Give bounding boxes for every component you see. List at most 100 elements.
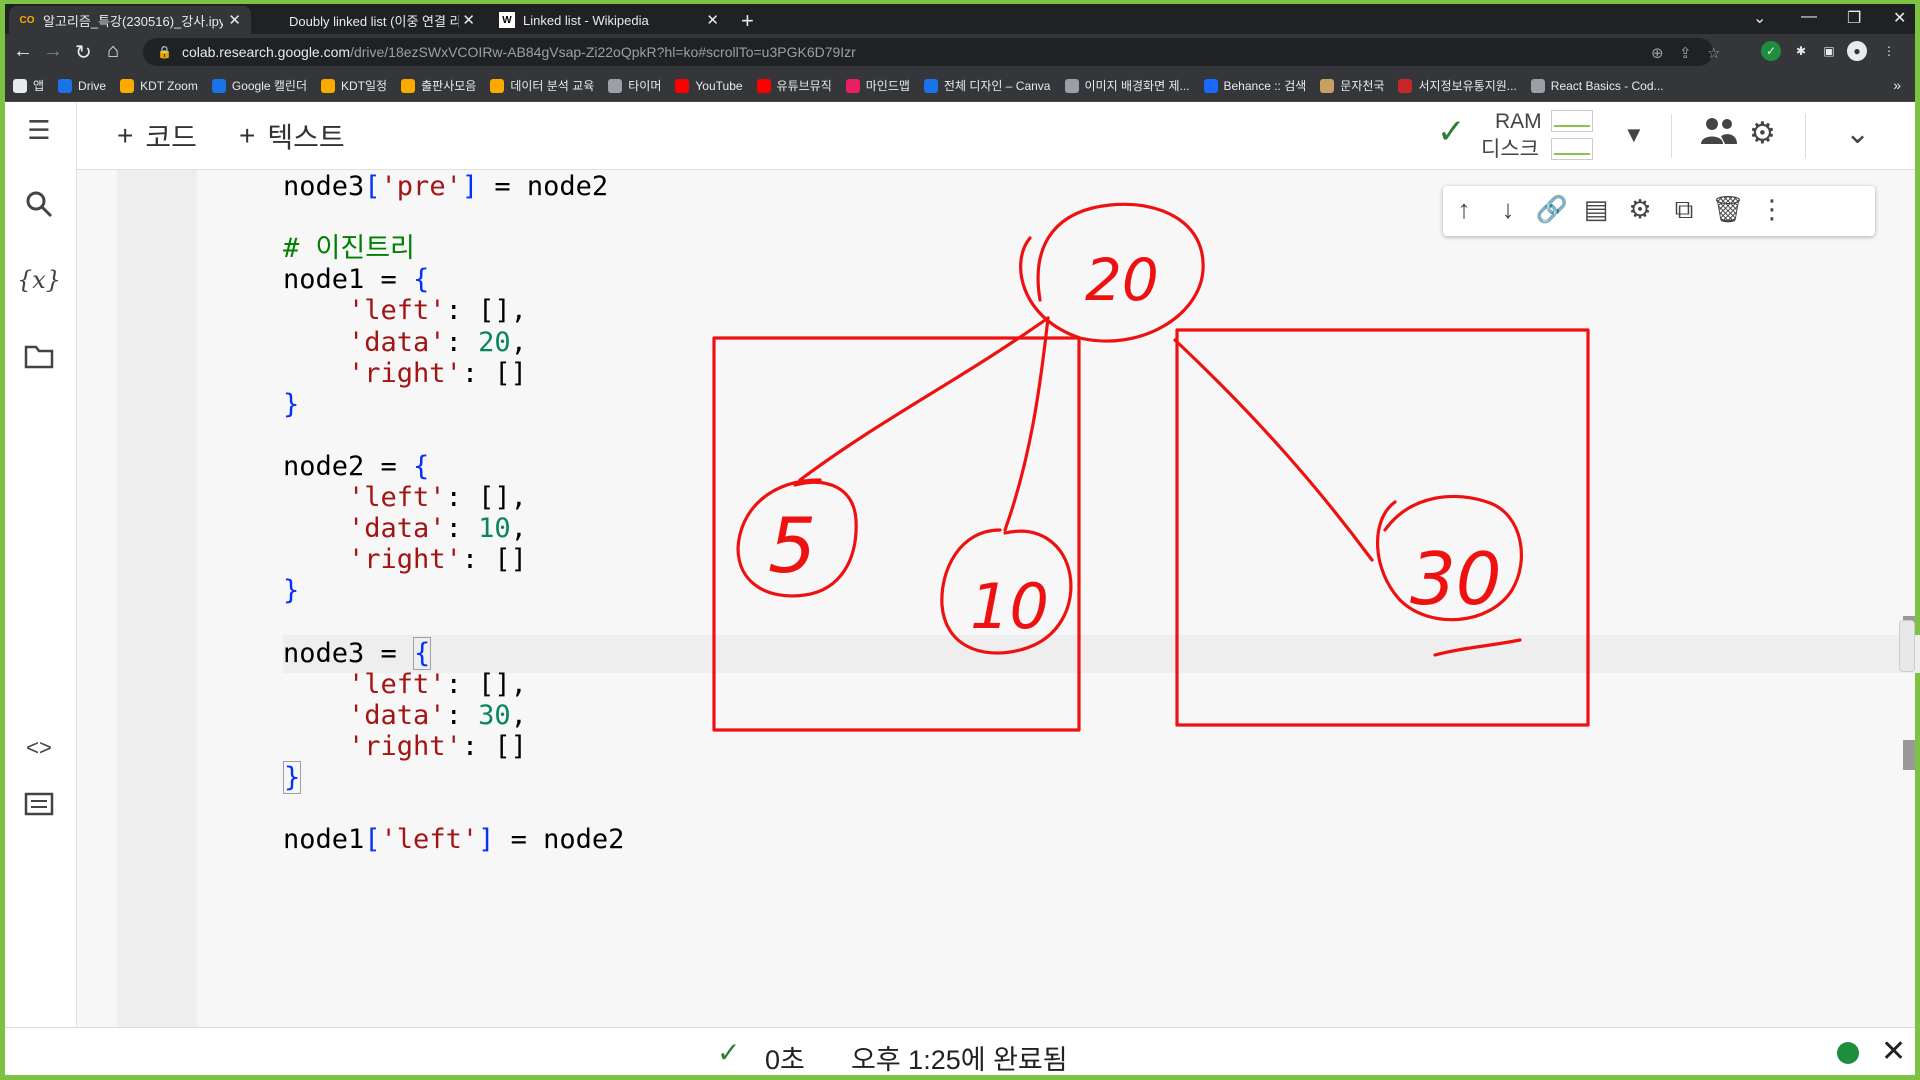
bookmark-item[interactable]: Drive (58, 78, 106, 93)
code-token: , (510, 513, 527, 545)
code-token: 'data' (348, 513, 446, 545)
divider (1671, 114, 1672, 158)
resource-dropdown-icon[interactable]: ▼ (1623, 122, 1645, 147)
code-token: : (445, 699, 479, 731)
bookmark-label: React Basics - Cod... (1550, 78, 1664, 93)
back-icon[interactable]: ← (13, 40, 33, 62)
bookmark-item[interactable]: 유튜브뮤직 (756, 77, 832, 94)
tab-search-icon[interactable]: ⌄ (1753, 10, 1767, 27)
bookmark-item[interactable]: YouTube (675, 78, 743, 93)
sidepanel-icon[interactable]: ▣ (1823, 44, 1835, 58)
move-up-icon[interactable]: ↑ (1457, 194, 1471, 224)
bookmark-item[interactable]: Behance :: 검색 (1203, 77, 1306, 94)
bookmark-star-icon[interactable]: ☆ (1707, 45, 1721, 62)
url-input[interactable]: 🔒 colab.research.google.com /drive/18ezS… (143, 38, 1720, 66)
forward-icon[interactable]: → (43, 40, 63, 62)
ram-bar (1551, 110, 1593, 132)
bookmark-icon (1203, 78, 1218, 93)
bookmark-label: 출판사모음 (421, 79, 477, 93)
code-line: node1['left'] = node2 (283, 821, 624, 859)
add-code-button[interactable]: + 코드 (117, 116, 197, 156)
bookmark-item[interactable]: 마인드맵 (845, 77, 910, 94)
cell-settings-icon[interactable]: ⚙ (1628, 194, 1652, 224)
bookmarks-bar: 앱 Drive KDT Zoom Google 캘린더 KDT일정 출판사모음 데이터 분석… (5, 70, 1915, 102)
bookmark-item[interactable]: Google 캘린더 (211, 77, 307, 94)
code-token: 'right' (348, 357, 462, 389)
shield-extension-icon[interactable]: ✓ (1761, 41, 1781, 61)
code-snippets-icon[interactable]: <> (26, 735, 52, 760)
delete-icon[interactable]: 🗑 (1711, 194, 1745, 224)
cell-gutter (117, 170, 197, 1027)
status-bar: ✓ 0초 오후 1:25에 완료됨 ✕ (5, 1027, 1915, 1075)
tab-wikipedia[interactable]: W Linked list - Wikipedia ✕ (489, 6, 729, 34)
terminal-icon[interactable] (21, 786, 57, 822)
bookmark-item[interactable]: 서지정보유통지원... (1398, 77, 1517, 94)
bookmark-item[interactable]: React Basics - Cod... (1530, 78, 1664, 93)
tab-doubly-linked-list[interactable]: Doubly linked list (이중 연결 리 ✕ (255, 6, 485, 34)
folder-icon[interactable] (21, 338, 57, 374)
browser-tab-bar: CO 알고리즘_특강(230516)_강사.ipy ✕ Doubly linke… (5, 4, 1915, 34)
divider (1805, 114, 1806, 158)
mirror-cell-icon[interactable]: ⧉ (1674, 194, 1694, 224)
bookmark-item[interactable]: 문자천국 (1320, 77, 1384, 94)
bookmark-item[interactable]: KDT Zoom (120, 78, 198, 93)
link-icon[interactable]: 🔗 (1535, 194, 1569, 224)
scrollbar-thumb[interactable] (1899, 620, 1915, 672)
close-icon[interactable]: ✕ (706, 12, 719, 29)
variables-icon[interactable]: {x} (16, 266, 62, 294)
reload-icon[interactable]: ↻ (75, 42, 92, 64)
bookmarks-more-icon[interactable]: » (1893, 77, 1901, 93)
close-status-icon[interactable]: ✕ (1881, 1035, 1907, 1068)
restore-icon[interactable]: ❐ (1847, 10, 1862, 27)
tab-colab[interactable]: CO 알고리즘_특강(230516)_강사.ipy ✕ (9, 6, 251, 34)
share-icon[interactable]: ⇪ (1679, 45, 1692, 62)
code-token: 'data' (348, 326, 446, 358)
bookmark-item[interactable]: 데이터 분석 교육 (490, 77, 594, 94)
bookmark-item[interactable]: 전체 디자인 – Canva (923, 77, 1051, 94)
move-down-icon[interactable]: ↓ (1501, 194, 1515, 224)
close-icon[interactable]: ✕ (462, 12, 475, 29)
bookmark-item[interactable]: 이미지 배경화면 제... (1064, 77, 1190, 94)
add-text-button[interactable]: + 텍스트 (239, 116, 345, 156)
menu-kebab-icon[interactable]: ⋮ (1883, 44, 1895, 58)
code-cell[interactable]: node3['pre'] = node2 # 이진트리 node1 = { 'lef… (77, 168, 1920, 1027)
code-token: 10 (478, 513, 511, 545)
zoom-icon[interactable]: ⊕ (1651, 45, 1664, 62)
minimize-icon[interactable]: — (1801, 8, 1817, 25)
extensions-puzzle-icon[interactable]: ✱ (1795, 44, 1807, 58)
code-token: : [], (445, 482, 527, 513)
collapse-chevron-icon[interactable]: ⌄ (1845, 117, 1871, 150)
more-options-icon[interactable]: ⋮ (1759, 194, 1785, 224)
code-token: = node2 (478, 171, 609, 202)
code-token: node1 = (283, 264, 414, 296)
code-token (283, 295, 348, 326)
resource-monitor[interactable]: RAM 디스크 (1481, 108, 1542, 164)
close-icon[interactable]: ✕ (228, 12, 241, 29)
code-token (283, 700, 348, 731)
search-icon[interactable] (21, 186, 57, 222)
home-icon[interactable]: ⌂ (107, 40, 120, 62)
comment-icon[interactable]: ▤ (1583, 194, 1609, 224)
toc-list-icon[interactable]: ☰ (27, 114, 51, 145)
code-line: 'right': [] (283, 541, 527, 579)
code-line: } (283, 759, 302, 797)
share-people-icon[interactable] (1699, 116, 1739, 154)
bookmark-label: 마인드맵 (865, 79, 910, 93)
code-token: node3 = (283, 637, 414, 669)
profile-avatar[interactable]: ● (1847, 41, 1867, 61)
bookmark-icon (211, 78, 226, 93)
code-line: node3['pre'] = node2 (283, 168, 608, 206)
code-line: 'left': [], (283, 479, 527, 517)
settings-gear-icon[interactable]: ⚙ (1749, 117, 1776, 150)
bookmark-item[interactable]: 출판사모음 (401, 77, 476, 94)
code-token: ] (478, 824, 495, 856)
window-close-icon[interactable]: ✕ (1893, 10, 1907, 27)
new-tab-button[interactable]: + (741, 8, 754, 33)
code-token: , (510, 699, 527, 731)
bookmark-item[interactable]: KDT일정 (321, 77, 387, 94)
code-line: 'left': [], (283, 666, 527, 704)
wikipedia-icon: W (499, 12, 515, 28)
colab-page: ☰ {x} <> + 코드 + 텍스트 ✓ RAM 디스크 ▼ (5, 102, 1920, 1027)
bookmark-item[interactable]: 앱 (13, 77, 44, 94)
bookmark-item[interactable]: 타이머 (608, 77, 661, 94)
